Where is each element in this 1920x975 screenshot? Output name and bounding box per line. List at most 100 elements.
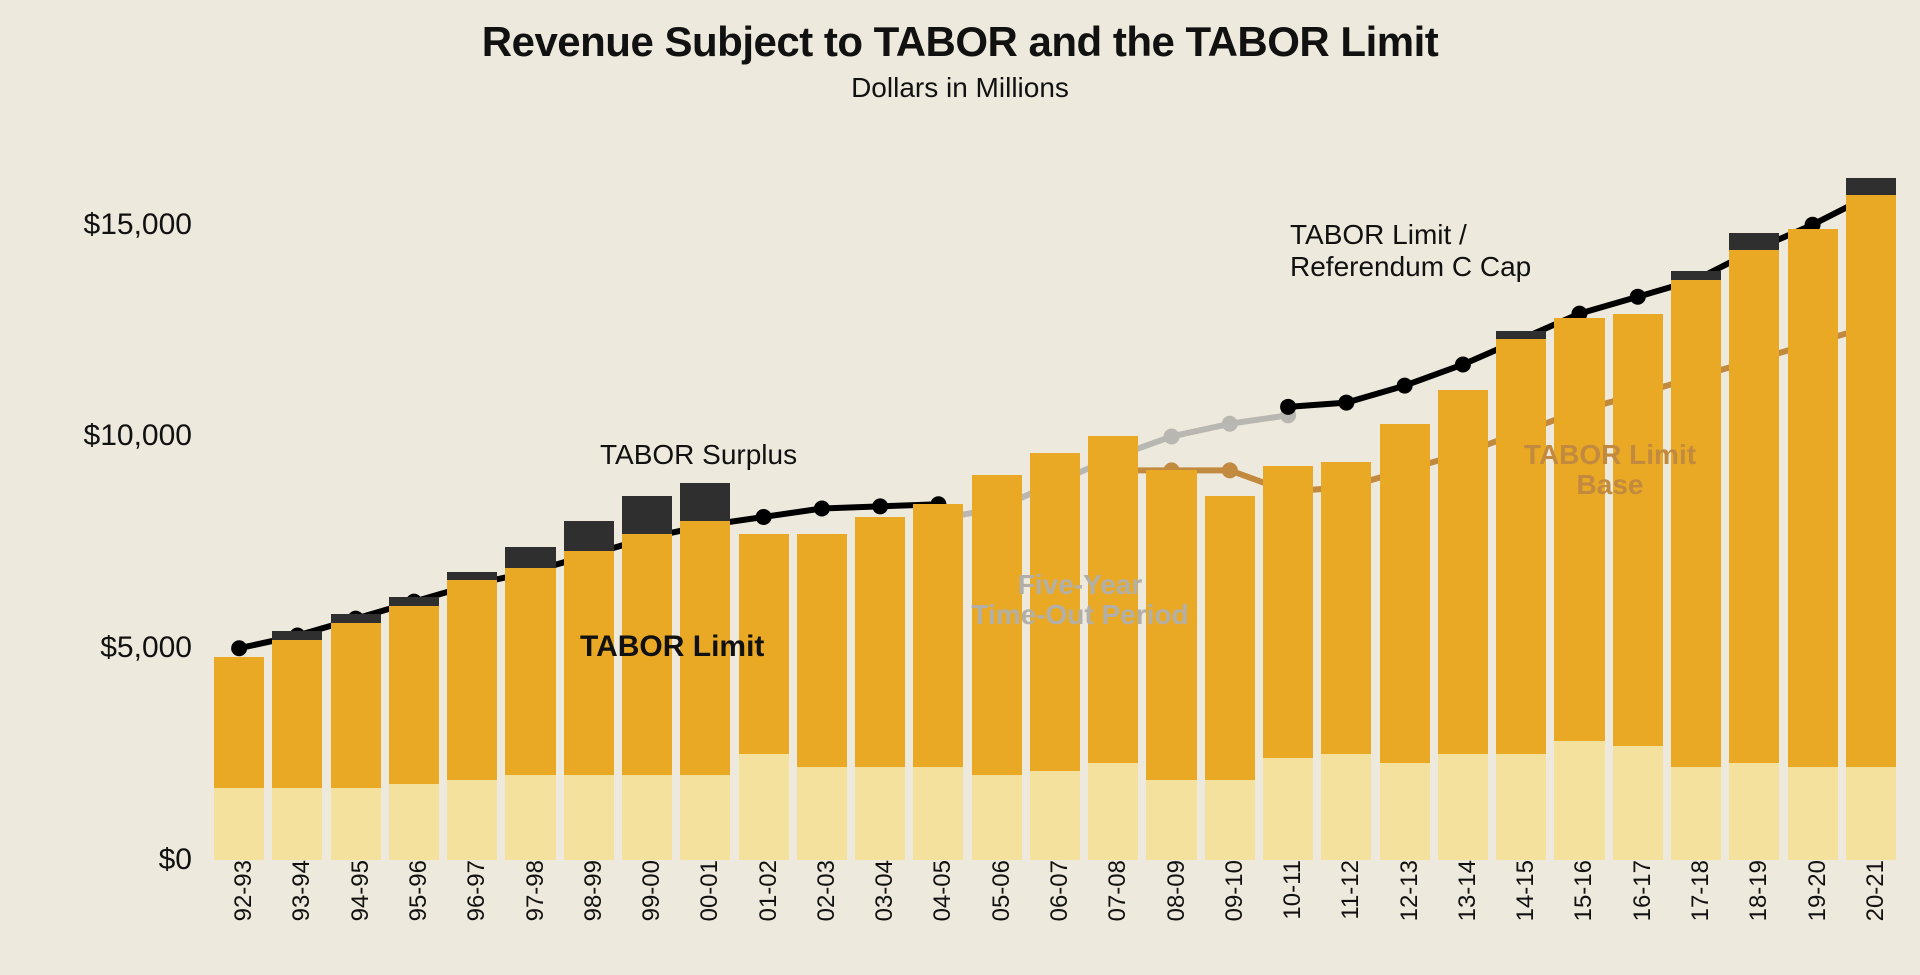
bar: 04-05: [913, 140, 963, 860]
y-axis-label: $15,000: [84, 208, 210, 242]
bar-segment-light: [1088, 763, 1138, 860]
bar-segment-orange: [1554, 318, 1604, 742]
x-axis-label: 07-08: [1094, 860, 1132, 921]
plot-area: $0$5,000$10,000$15,00092-9393-9494-9595-…: [210, 140, 1900, 860]
bar-segment-light: [1788, 767, 1838, 860]
x-axis-label: 11-12: [1327, 860, 1365, 920]
bar-segment-light: [564, 775, 614, 860]
bar-segment-light: [1846, 767, 1896, 860]
bar-segment-orange: [913, 504, 963, 767]
annotation-base2: Base: [1577, 470, 1644, 501]
bar-segment-orange: [1788, 229, 1838, 767]
chart-subtitle: Dollars in Millions: [0, 72, 1920, 104]
bar-segment-orange: [1321, 462, 1371, 754]
bar-segment-light: [1205, 780, 1255, 860]
x-axis-label: 15-16: [1560, 860, 1598, 921]
bar-segment-light: [214, 788, 264, 860]
bar-segment-dark: [564, 521, 614, 551]
annotation-refc1: TABOR Limit /: [1290, 220, 1467, 251]
x-axis-label: 93-94: [278, 860, 316, 921]
x-axis-label: 98-99: [570, 860, 608, 921]
annotation-refc2: Referendum C Cap: [1290, 252, 1531, 283]
bar: 06-07: [1030, 140, 1080, 860]
bar: 94-95: [331, 140, 381, 860]
bar-segment-orange: [389, 606, 439, 784]
bar-segment-orange: [505, 568, 555, 776]
bar-segment-light: [1030, 771, 1080, 860]
bar: 19-20: [1788, 140, 1838, 860]
bar-segment-orange: [564, 551, 614, 775]
annotation-timeout1: Five-Year: [1018, 570, 1143, 601]
x-axis-label: 96-97: [453, 860, 491, 921]
bar: 05-06: [972, 140, 1022, 860]
bar-segment-orange: [272, 640, 322, 788]
x-axis-label: 08-09: [1153, 860, 1191, 921]
bar-segment-light: [1729, 763, 1779, 860]
bar: 92-93: [214, 140, 264, 860]
bar-segment-dark: [1846, 178, 1896, 195]
bar-segment-orange: [214, 657, 264, 788]
annotation-base1: TABOR Limit: [1524, 440, 1696, 471]
bar-segment-orange: [797, 534, 847, 767]
y-axis-label: $5,000: [100, 631, 210, 665]
y-axis-label: $0: [159, 843, 210, 877]
bar-segment-light: [447, 780, 497, 860]
bar-segment-orange: [1263, 466, 1313, 758]
bar: 08-09: [1146, 140, 1196, 860]
x-axis-label: 04-05: [919, 860, 957, 921]
bar: 02-03: [797, 140, 847, 860]
bar-segment-light: [1380, 763, 1430, 860]
bar-segment-orange: [331, 623, 381, 788]
x-axis-label: 95-96: [395, 860, 433, 921]
x-axis-label: 97-98: [512, 860, 550, 921]
bar: 07-08: [1088, 140, 1138, 860]
x-axis-label: 14-15: [1502, 860, 1540, 921]
bar-segment-light: [1146, 780, 1196, 860]
bar: 97-98: [505, 140, 555, 860]
bar: 18-19: [1729, 140, 1779, 860]
x-axis-label: 06-07: [1036, 860, 1074, 921]
x-axis-label: 17-18: [1677, 860, 1715, 921]
bar: 96-97: [447, 140, 497, 860]
x-axis-label: 10-11: [1269, 860, 1307, 920]
x-axis-label: 19-20: [1794, 860, 1832, 921]
bar-segment-dark: [1496, 331, 1546, 339]
bar-segment-dark: [1671, 271, 1721, 279]
bar-segment-light: [272, 788, 322, 860]
bar-segment-orange: [1380, 424, 1430, 763]
bar: 95-96: [389, 140, 439, 860]
bar: 14-15: [1496, 140, 1546, 860]
bar: 03-04: [855, 140, 905, 860]
x-axis-label: 02-03: [803, 860, 841, 921]
bar-segment-orange: [1496, 339, 1546, 754]
bar-segment-light: [622, 775, 672, 860]
bar-segment-dark: [389, 597, 439, 605]
x-axis-label: 18-19: [1735, 860, 1773, 921]
bar-segment-light: [389, 784, 439, 860]
x-axis-label: 92-93: [220, 860, 258, 921]
x-axis-label: 16-17: [1619, 860, 1657, 921]
bar-segment-dark: [272, 631, 322, 639]
bar-segment-orange: [1438, 390, 1488, 754]
bar-segment-light: [855, 767, 905, 860]
bar-segment-dark: [680, 483, 730, 521]
y-axis-label: $10,000: [84, 419, 210, 453]
tabor-chart: Revenue Subject to TABOR and the TABOR L…: [0, 0, 1920, 975]
bar-segment-light: [331, 788, 381, 860]
bar-segment-dark: [622, 496, 672, 534]
x-axis-label: 94-95: [337, 860, 375, 921]
bar-segment-orange: [1729, 250, 1779, 762]
bar: 01-02: [739, 140, 789, 860]
bar-segment-orange: [1671, 280, 1721, 767]
annotation-surplus: TABOR Surplus: [600, 440, 797, 471]
x-axis-label: 13-14: [1444, 860, 1482, 921]
bar-segment-light: [913, 767, 963, 860]
x-axis-label: 00-01: [686, 860, 724, 921]
bar-segment-orange: [1846, 195, 1896, 767]
x-axis-label: 05-06: [978, 860, 1016, 921]
x-axis-label: 99-00: [628, 860, 666, 921]
bar-segment-light: [1496, 754, 1546, 860]
bar-segment-light: [505, 775, 555, 860]
bar-segment-light: [1321, 754, 1371, 860]
bar-segment-orange: [855, 517, 905, 767]
